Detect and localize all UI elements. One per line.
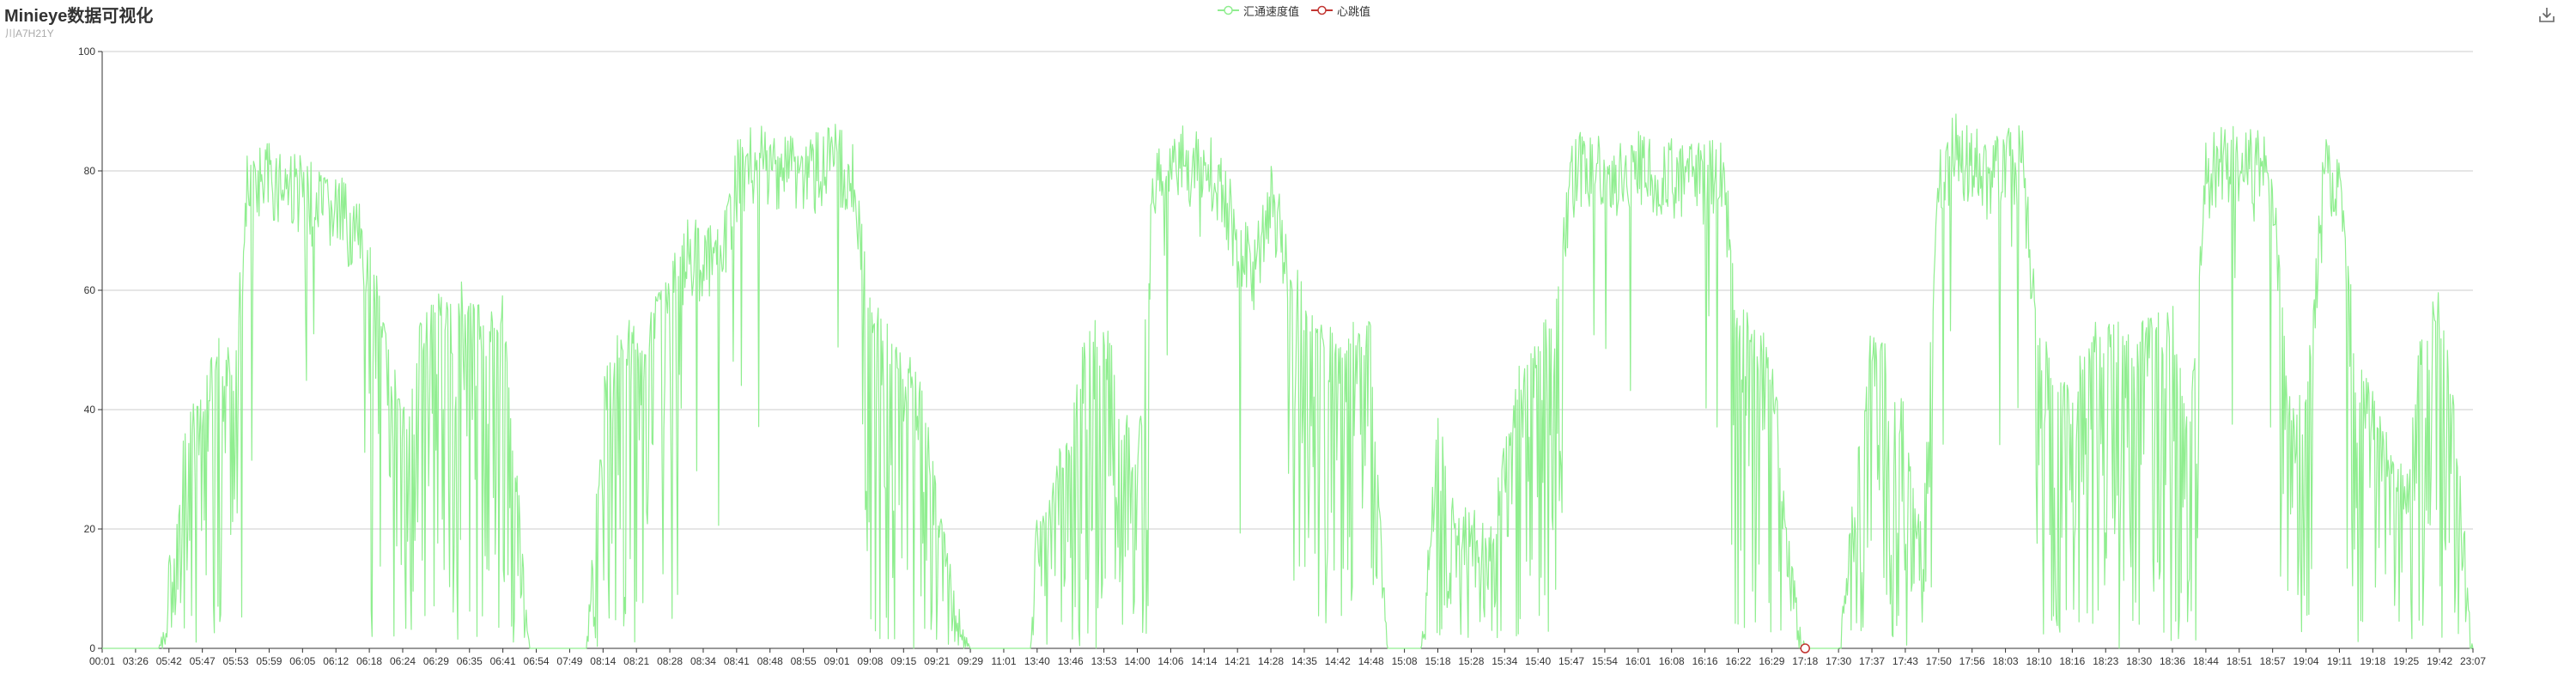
- x-tick-label: 18:23: [2093, 655, 2118, 667]
- legend-item-heartbeat[interactable]: 心跳值: [1311, 3, 1370, 19]
- y-tick-label: 60: [84, 284, 96, 296]
- heartbeat-point: [1800, 643, 1811, 654]
- legend-heartbeat-label: 心跳值: [1337, 4, 1371, 18]
- x-tick-label: 09:15: [890, 655, 916, 667]
- x-tick-label: 15:18: [1425, 655, 1450, 667]
- x-tick-label: 16:16: [1692, 655, 1718, 667]
- x-tick-label: 08:28: [657, 655, 683, 667]
- x-tick-label: 09:21: [924, 655, 950, 667]
- x-tick-label: 06:29: [423, 655, 449, 667]
- y-tick-label: 0: [89, 642, 95, 654]
- x-tick-label: 06:12: [323, 655, 349, 667]
- x-tick-label: 05:59: [256, 655, 282, 667]
- x-tick-label: 19:11: [2327, 655, 2352, 667]
- x-tick-label: 13:53: [1091, 655, 1117, 667]
- x-tick-label: 09:29: [957, 655, 983, 667]
- y-tick-label: 100: [78, 46, 95, 58]
- x-tick-label: 03:26: [123, 655, 149, 667]
- x-tick-label: 05:53: [223, 655, 249, 667]
- x-tick-label: 18:44: [2193, 655, 2219, 667]
- x-tick-label: 14:42: [1325, 655, 1351, 667]
- x-tick-label: 15:34: [1492, 655, 1517, 667]
- x-tick-label: 08:48: [757, 655, 783, 667]
- x-tick-label: 14:06: [1157, 655, 1183, 667]
- x-tick-label: 15:28: [1458, 655, 1484, 667]
- y-tick-label: 80: [84, 165, 96, 177]
- x-tick-label: 18:16: [2059, 655, 2085, 667]
- chart-title: Minieye数据可视化: [4, 7, 154, 26]
- x-tick-label: 06:18: [356, 655, 382, 667]
- x-tick-label: 18:10: [2026, 655, 2051, 667]
- x-tick-label: 15:47: [1558, 655, 1584, 667]
- x-tick-label: 16:22: [1725, 655, 1751, 667]
- x-tick-label: 17:37: [1859, 655, 1885, 667]
- x-tick-label: 18:36: [2160, 655, 2185, 667]
- x-tick-label: 09:08: [857, 655, 883, 667]
- x-tick-label: 09:01: [824, 655, 850, 667]
- x-tick-label: 17:56: [1959, 655, 1985, 667]
- x-tick-label: 14:28: [1258, 655, 1284, 667]
- download-icon[interactable]: [2537, 5, 2556, 24]
- x-tick-label: 14:00: [1124, 655, 1150, 667]
- x-tick-label: 08:41: [724, 655, 750, 667]
- x-tick-label: 06:24: [390, 655, 416, 667]
- x-tick-label: 18:51: [2227, 655, 2252, 667]
- legend: 汇通速度值 心跳值: [1218, 2, 1382, 19]
- x-tick-label: 15:08: [1392, 655, 1418, 667]
- chart-subtitle: 川A7H21Y: [5, 27, 54, 40]
- x-tick-label: 19:04: [2293, 655, 2319, 667]
- x-tick-label: 08:55: [791, 655, 817, 667]
- x-tick-label: 06:54: [524, 655, 550, 667]
- x-tick-label: 19:42: [2427, 655, 2452, 667]
- x-tick-label: 15:40: [1525, 655, 1551, 667]
- x-tick-label: 16:08: [1659, 655, 1685, 667]
- series-speed-line: [102, 113, 2474, 649]
- x-tick-label: 17:18: [1792, 655, 1818, 667]
- legend-heartbeat-icon: [1311, 5, 1334, 15]
- legend-item-speed[interactable]: 汇通速度值: [1218, 3, 1299, 19]
- y-tick-label: 20: [84, 523, 96, 535]
- x-tick-label: 06:35: [457, 655, 483, 667]
- x-tick-label: 19:18: [2360, 655, 2385, 667]
- x-tick-label: 18:03: [1993, 655, 2019, 667]
- x-tick-label: 15:54: [1592, 655, 1618, 667]
- x-tick-label: 14:21: [1224, 655, 1250, 667]
- x-tick-label: 13:46: [1058, 655, 1084, 667]
- legend-speed-label: 汇通速度值: [1243, 4, 1300, 18]
- y-tick-label: 40: [84, 404, 96, 416]
- x-tick-label: 06:41: [490, 655, 516, 667]
- x-tick-label: 05:47: [190, 655, 216, 667]
- x-tick-label: 08:34: [690, 655, 716, 667]
- x-tick-label: 06:05: [289, 655, 315, 667]
- x-tick-label: 11:01: [991, 655, 1016, 667]
- x-tick-label: 16:01: [1625, 655, 1651, 667]
- x-tick-label: 14:35: [1291, 655, 1317, 667]
- x-tick-label: 18:57: [2260, 655, 2286, 667]
- x-tick-label: 17:30: [1826, 655, 1851, 667]
- x-tick-label: 19:25: [2393, 655, 2419, 667]
- x-tick-label: 17:50: [1926, 655, 1952, 667]
- legend-speed-icon: [1218, 5, 1239, 15]
- x-tick-label: 16:29: [1759, 655, 1784, 667]
- x-tick-label: 23:07: [2460, 655, 2486, 667]
- x-tick-label: 08:14: [590, 655, 616, 667]
- x-tick-label: 14:48: [1358, 655, 1384, 667]
- x-tick-label: 00:01: [89, 655, 115, 667]
- x-tick-label: 05:42: [156, 655, 182, 667]
- x-tick-label: 17:43: [1893, 655, 1918, 667]
- x-tick-label: 14:14: [1191, 655, 1217, 667]
- x-tick-label: 07:49: [556, 655, 582, 667]
- x-tick-label: 08:21: [623, 655, 649, 667]
- x-tick-label: 18:30: [2126, 655, 2152, 667]
- x-tick-label: 13:40: [1024, 655, 1050, 667]
